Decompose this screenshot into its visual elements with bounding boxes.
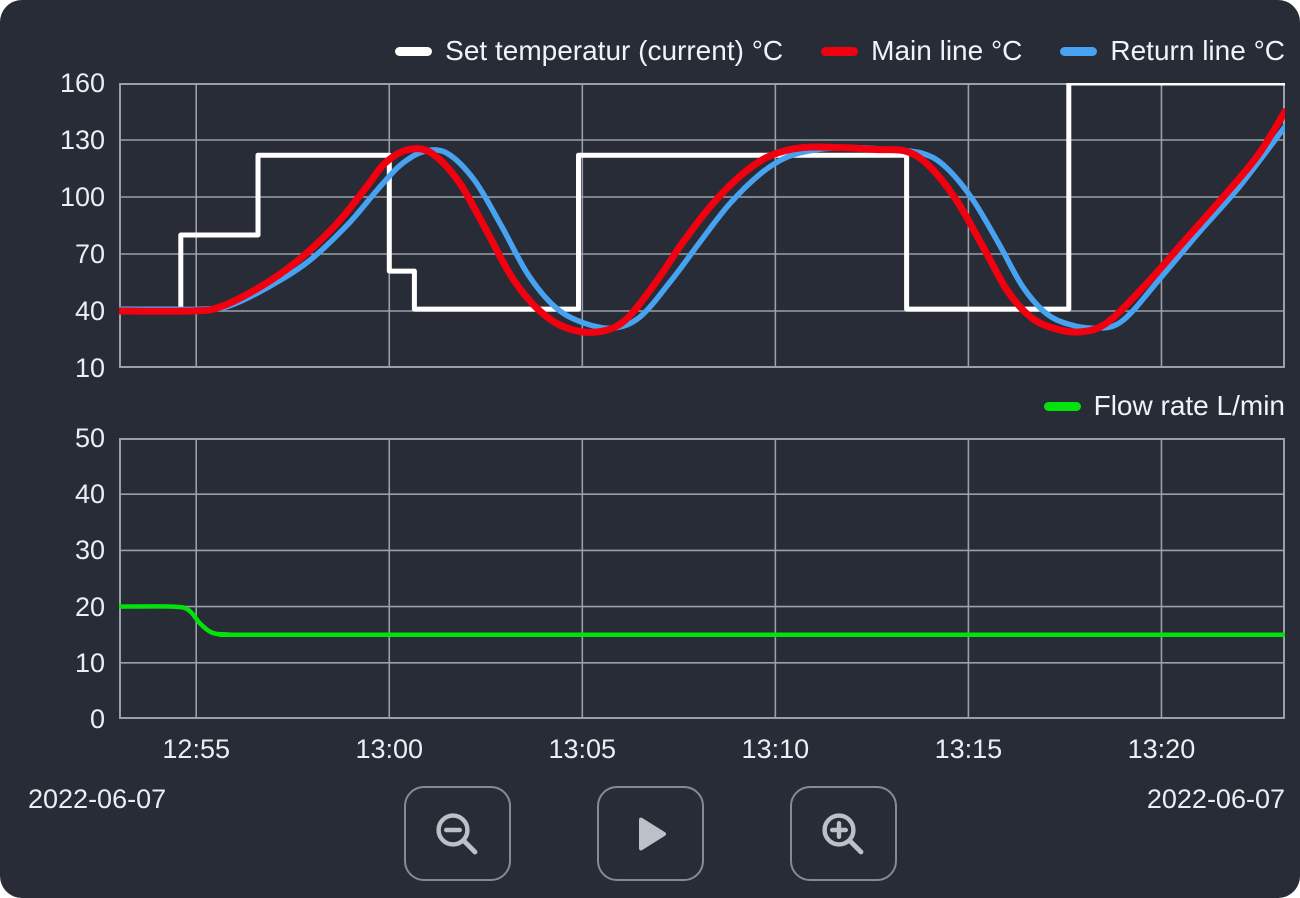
legend-label: Set temperatur (current) °C: [445, 35, 784, 66]
temperature-chart[interactable]: [119, 83, 1285, 368]
green-line-swatch: [1043, 401, 1081, 411]
series-set-temperatur-current-c: [119, 83, 1285, 312]
legend-item: Main line °C: [821, 35, 1022, 67]
date-label-right: 2022-06-07: [1146, 784, 1285, 814]
red-line-swatch: [821, 46, 859, 56]
y-tick-label: 10: [74, 647, 105, 678]
legend-label: Flow rate L/min: [1093, 390, 1285, 421]
legend-label: Return line °C: [1110, 35, 1285, 66]
y-tick-label: 50: [74, 423, 105, 453]
bottom-chart-legend: Flow rate L/min: [1043, 390, 1285, 422]
legend-item: Return line °C: [1060, 35, 1285, 67]
magnifier-plus-icon: [822, 812, 864, 854]
x-tick-label: 13:20: [1127, 734, 1196, 764]
y-tick-label: 20: [74, 591, 105, 622]
y-tick-label: 160: [59, 68, 105, 98]
series-return-line-c: [119, 123, 1285, 332]
white-line-swatch: [395, 46, 433, 56]
y-tick-label: 100: [59, 182, 105, 212]
series-main-line-c: [119, 108, 1285, 336]
play-button[interactable]: [596, 786, 704, 881]
y-tick-label: 10: [74, 353, 105, 383]
plot-border: [119, 438, 1285, 719]
play-triangle-icon: [639, 817, 666, 850]
y-tick-label: 40: [74, 296, 105, 326]
y-tick-label: 130: [59, 125, 105, 155]
zoom-out-button[interactable]: [403, 786, 511, 881]
x-tick-label: 13:00: [355, 734, 424, 764]
x-tick-label: 12:55: [162, 734, 230, 764]
top-chart-legend: Set temperatur (current) °C Main line °C R…: [395, 35, 1285, 67]
y-tick-label: 40: [74, 479, 105, 510]
magnifier-minus-icon: [436, 812, 478, 854]
legend-item: Set temperatur (current) °C: [395, 35, 783, 67]
zoom-in-button[interactable]: [789, 786, 897, 881]
x-tick-label: 13:15: [934, 734, 1003, 764]
legend-label: Main line °C: [871, 35, 1023, 66]
flow-rate-chart[interactable]: [119, 438, 1285, 719]
x-tick-label: 13:10: [741, 734, 810, 764]
plot-border: [119, 83, 1285, 368]
blue-line-swatch: [1060, 46, 1098, 56]
date-label-left: 2022-06-07: [28, 784, 167, 814]
x-tick-label: 13:05: [548, 734, 617, 764]
series-flow-rate-l-min: [119, 604, 1285, 637]
y-tick-label: 30: [74, 535, 105, 566]
y-tick-label: 0: [89, 704, 105, 734]
legend-item: Flow rate L/min: [1043, 390, 1285, 422]
chart-toolbar: [0, 786, 1300, 881]
y-tick-label: 70: [74, 239, 105, 269]
